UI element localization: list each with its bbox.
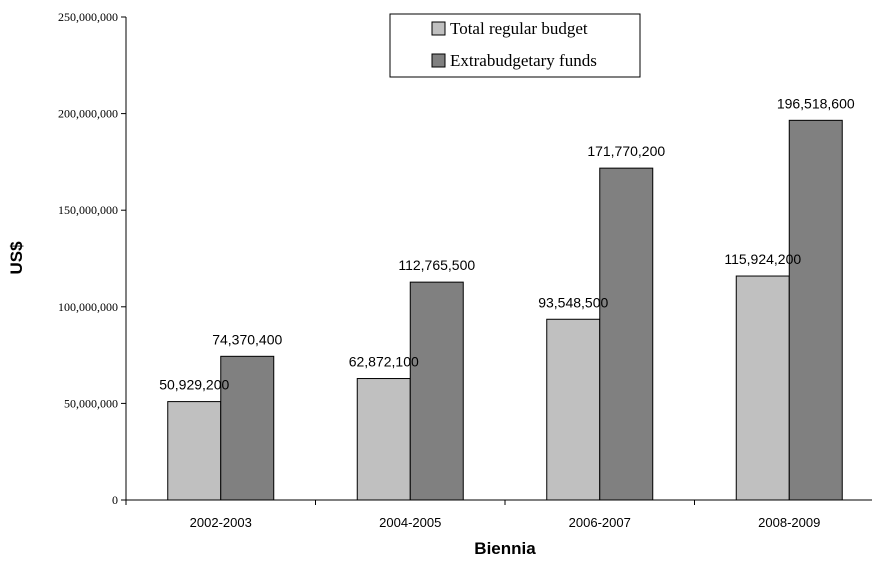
- data-label: 115,924,200: [724, 251, 801, 267]
- bar: [599, 167, 654, 501]
- data-label: 171,770,200: [587, 143, 665, 159]
- bar: [546, 318, 601, 501]
- y-axis: 0 50,000,000 100,000,000 150,000,000 200,000…: [58, 10, 127, 507]
- data-label: 74,370,400: [212, 331, 282, 347]
- legend-swatch-extrabudgetary-funds: [431, 53, 446, 68]
- data-label: 62,872,100: [349, 354, 419, 370]
- x-tick-label: 2004-2005: [379, 515, 441, 530]
- x-tick-label: 2006-2007: [569, 515, 631, 530]
- data-label: 50,929,200: [159, 377, 229, 393]
- bars: [167, 119, 843, 501]
- legend-label-total-regular-budget: Total regular budget: [450, 19, 588, 38]
- y-tick-label: 150,000,000: [58, 203, 118, 217]
- legend-label-extrabudgetary-funds: Extrabudgetary funds: [450, 51, 597, 70]
- bar: [356, 378, 411, 501]
- y-tick-label: 0: [112, 493, 118, 507]
- x-tick-label: 2008-2009: [758, 515, 820, 530]
- y-tick-label: 100,000,000: [58, 300, 118, 314]
- x-tick-label: 2002-2003: [190, 515, 252, 530]
- legend: Total regular budget Extrabudgetary fund…: [389, 13, 641, 78]
- bar: [167, 401, 222, 501]
- y-tick-label: 50,000,000: [64, 396, 118, 410]
- x-axis: 2002-2003 2004-2005 2006-2007 2008-2009: [125, 499, 872, 530]
- x-ticks: 2002-2003 2004-2005 2006-2007 2008-2009: [125, 500, 820, 530]
- data-label: 93,548,500: [538, 294, 608, 310]
- bar: [788, 119, 843, 501]
- y-tick-label: 250,000,000: [58, 10, 118, 24]
- bar: [735, 275, 790, 501]
- x-axis-title: Biennia: [474, 539, 536, 558]
- legend-swatch-total-regular-budget: [431, 21, 446, 36]
- data-label: 112,765,500: [398, 257, 475, 273]
- y-tick-label: 200,000,000: [58, 107, 118, 121]
- y-ticks: 0 50,000,000 100,000,000 150,000,000 200,000…: [58, 10, 126, 507]
- data-label: 196,518,600: [777, 95, 855, 111]
- data-labels: 50,929,200 74,370,400 62,872,100 112,765,50…: [159, 95, 855, 392]
- y-axis-title: US$: [7, 241, 26, 275]
- bar: [409, 281, 464, 501]
- bar: [220, 355, 275, 501]
